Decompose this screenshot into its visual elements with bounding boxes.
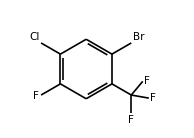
Text: Br: Br bbox=[133, 32, 144, 42]
Text: F: F bbox=[33, 91, 39, 101]
Text: Cl: Cl bbox=[29, 32, 40, 42]
Text: F: F bbox=[150, 93, 156, 103]
Text: F: F bbox=[144, 76, 150, 86]
Text: F: F bbox=[128, 115, 134, 125]
